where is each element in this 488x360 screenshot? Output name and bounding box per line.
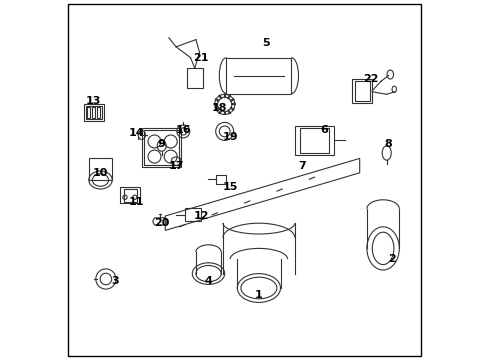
- Text: 22: 22: [362, 74, 378, 84]
- Text: 15: 15: [222, 182, 237, 192]
- Text: 9: 9: [158, 139, 165, 149]
- Text: 17: 17: [168, 161, 183, 171]
- Bar: [294, 126, 334, 155]
- Bar: [96, 107, 100, 118]
- Text: 12: 12: [193, 211, 209, 221]
- Text: 6: 6: [319, 125, 327, 135]
- Bar: [123, 189, 136, 202]
- Bar: [86, 106, 102, 119]
- Bar: [92, 107, 95, 118]
- Text: 14: 14: [128, 128, 144, 138]
- Text: 8: 8: [384, 139, 391, 149]
- Text: 3: 3: [111, 276, 119, 286]
- Text: 5: 5: [262, 38, 269, 48]
- Text: 18: 18: [211, 103, 226, 113]
- Text: 21: 21: [193, 53, 209, 63]
- Text: 4: 4: [204, 276, 212, 286]
- Text: 2: 2: [387, 254, 395, 264]
- Text: 1: 1: [255, 290, 262, 300]
- Text: 19: 19: [222, 132, 238, 142]
- Bar: [186, 68, 203, 88]
- Bar: [354, 81, 369, 101]
- Text: 20: 20: [154, 218, 169, 228]
- Text: 16: 16: [175, 125, 191, 135]
- Text: 11: 11: [128, 197, 144, 207]
- Text: 10: 10: [93, 168, 108, 178]
- Bar: [185, 208, 201, 221]
- Bar: [84, 104, 104, 121]
- Bar: [142, 128, 181, 167]
- Bar: [226, 58, 291, 94]
- Bar: [120, 187, 140, 203]
- Text: 7: 7: [298, 161, 305, 171]
- Bar: [352, 79, 371, 103]
- Text: 13: 13: [85, 96, 101, 106]
- Bar: [87, 107, 90, 118]
- Bar: [144, 130, 179, 165]
- Bar: [215, 175, 226, 184]
- Bar: [300, 128, 328, 153]
- Bar: [89, 158, 112, 180]
